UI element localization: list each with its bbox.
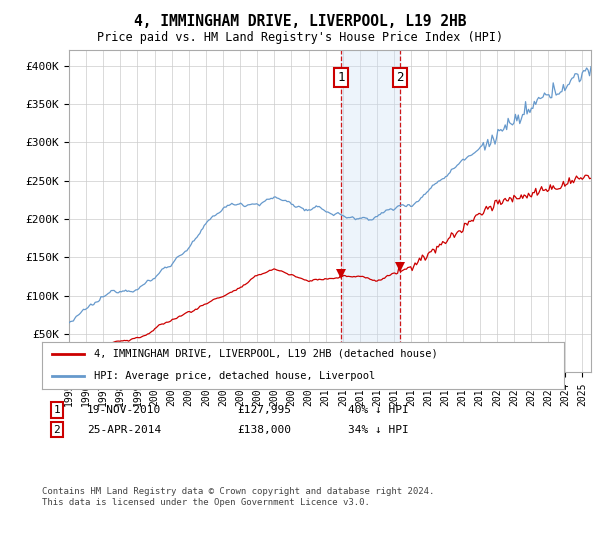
Text: 40% ↓ HPI: 40% ↓ HPI [348,405,409,415]
Text: 1: 1 [53,405,61,415]
Text: HPI: Average price, detached house, Liverpool: HPI: Average price, detached house, Live… [94,371,376,381]
Text: Contains HM Land Registry data © Crown copyright and database right 2024.
This d: Contains HM Land Registry data © Crown c… [42,487,434,507]
Text: 4, IMMINGHAM DRIVE, LIVERPOOL, L19 2HB (detached house): 4, IMMINGHAM DRIVE, LIVERPOOL, L19 2HB (… [94,348,438,358]
Text: £138,000: £138,000 [237,424,291,435]
Text: 1: 1 [337,71,344,84]
Text: 2: 2 [396,71,403,84]
Text: £127,995: £127,995 [237,405,291,415]
Text: 2: 2 [53,424,61,435]
Text: 4, IMMINGHAM DRIVE, LIVERPOOL, L19 2HB: 4, IMMINGHAM DRIVE, LIVERPOOL, L19 2HB [134,14,466,29]
Text: 34% ↓ HPI: 34% ↓ HPI [348,424,409,435]
Text: 19-NOV-2010: 19-NOV-2010 [87,405,161,415]
Text: 25-APR-2014: 25-APR-2014 [87,424,161,435]
Bar [341,50,400,372]
Text: Price paid vs. HM Land Registry's House Price Index (HPI): Price paid vs. HM Land Registry's House … [97,31,503,44]
